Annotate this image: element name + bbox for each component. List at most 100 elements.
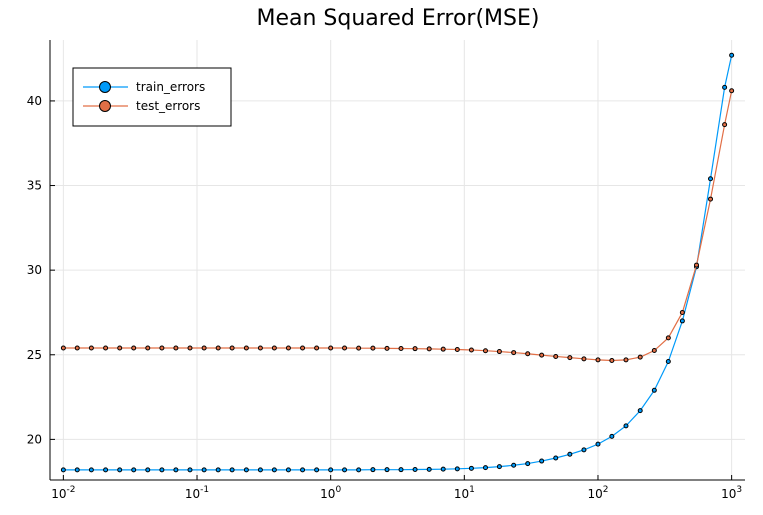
test_errors-point — [468, 347, 474, 353]
train_errors-point — [159, 467, 165, 473]
train_errors-point — [187, 467, 193, 473]
train_errors-point — [609, 433, 615, 439]
x-tick-label: 103 — [721, 485, 742, 501]
train_errors-point — [440, 466, 446, 472]
legend-label-train_errors: train_errors — [136, 80, 205, 94]
test_errors-point — [651, 348, 657, 354]
train_errors-point — [722, 84, 728, 90]
test_errors-point — [482, 348, 488, 354]
test_errors-point — [412, 346, 418, 352]
train_errors-point — [426, 466, 432, 472]
x-tick-label: 102 — [587, 485, 608, 501]
test_errors-point — [708, 196, 714, 202]
test_errors-point — [623, 357, 629, 363]
train_errors-point — [243, 467, 249, 473]
test_errors-point — [665, 335, 671, 341]
test_errors-point — [496, 349, 502, 355]
test_errors-point — [285, 345, 291, 351]
test_errors-point — [131, 345, 137, 351]
y-tick-label: 25 — [27, 348, 42, 362]
test_errors-point — [173, 345, 179, 351]
train_errors-point — [708, 176, 714, 182]
test_errors-point — [229, 345, 235, 351]
test_errors-point — [729, 88, 735, 94]
test_errors-point — [201, 345, 207, 351]
train_errors-point — [398, 467, 404, 473]
train_errors-point — [665, 359, 671, 365]
test_errors-point — [722, 122, 728, 128]
y-tick-label: 35 — [27, 179, 42, 193]
train_errors-point — [356, 467, 362, 473]
test_errors-point — [257, 345, 263, 351]
test_errors-line — [63, 90, 733, 362]
test_errors-point — [328, 345, 334, 351]
train_errors-point — [623, 423, 629, 429]
test_errors-point — [454, 347, 460, 353]
test_errors-point — [159, 345, 165, 351]
train_errors-point — [370, 467, 376, 473]
x-tick-label: 10-2 — [51, 485, 75, 501]
legend: train_errors test_errors — [72, 67, 232, 127]
train_errors-point — [201, 467, 207, 473]
test_errors-point — [511, 350, 517, 356]
legend-marker-test_errors — [99, 100, 111, 112]
train_errors-point — [511, 462, 517, 468]
train_errors-point — [482, 465, 488, 471]
train_errors-point — [539, 458, 545, 464]
train_errors-point — [412, 467, 418, 473]
train_errors-point — [567, 451, 573, 457]
test_errors-point — [370, 345, 376, 351]
train_errors-point — [103, 467, 109, 473]
test_errors-point — [117, 345, 123, 351]
test_errors-point — [314, 345, 320, 351]
test_errors-point — [440, 346, 446, 352]
train_errors-point — [525, 461, 531, 467]
train_errors-point — [581, 447, 587, 453]
test_errors-point — [88, 345, 94, 351]
y-tick-label: 20 — [27, 432, 42, 446]
train_errors-point — [595, 441, 601, 447]
legend-box — [72, 67, 232, 127]
test_errors-point — [609, 358, 615, 364]
chart-title: Mean Squared Error(MSE) — [257, 6, 540, 31]
train_errors-point — [88, 467, 94, 473]
test_errors-point — [271, 345, 277, 351]
x-tick-label: 101 — [454, 485, 475, 501]
train_errors-point — [468, 465, 474, 471]
train_errors-point — [328, 467, 334, 473]
train_errors-point — [215, 467, 221, 473]
test_errors-point — [595, 357, 601, 363]
test_errors-point — [694, 262, 700, 268]
legend-label-test_errors: test_errors — [136, 99, 200, 113]
x-tick-label: 100 — [320, 485, 341, 501]
y-tick-label: 30 — [27, 263, 42, 277]
test_errors-point — [243, 345, 249, 351]
train_errors-point — [257, 467, 263, 473]
x-tick-label: 10-1 — [185, 485, 209, 501]
train_errors-point — [60, 467, 66, 473]
train_errors-point — [454, 466, 460, 472]
test_errors-point — [581, 356, 587, 362]
train_errors-point — [74, 467, 80, 473]
test_errors-point — [384, 345, 390, 351]
train_errors-point — [553, 455, 559, 461]
train_errors-point — [271, 467, 277, 473]
train_errors-point — [117, 467, 123, 473]
test_errors-point — [553, 353, 559, 359]
test_errors-point — [145, 345, 151, 351]
legend-marker-train_errors — [99, 81, 111, 93]
y-tick-label: 40 — [27, 94, 42, 108]
train_errors-point — [496, 464, 502, 470]
train_errors-point — [300, 467, 306, 473]
train_errors-point — [131, 467, 137, 473]
test_errors-point — [215, 345, 221, 351]
test_errors-point — [525, 351, 531, 357]
test_errors-point — [356, 345, 362, 351]
train_errors-point — [314, 467, 320, 473]
train_errors-point — [637, 408, 643, 414]
train_errors-point — [229, 467, 235, 473]
test_errors-point — [679, 309, 685, 315]
test_errors-point — [187, 345, 193, 351]
train_errors-point — [285, 467, 291, 473]
